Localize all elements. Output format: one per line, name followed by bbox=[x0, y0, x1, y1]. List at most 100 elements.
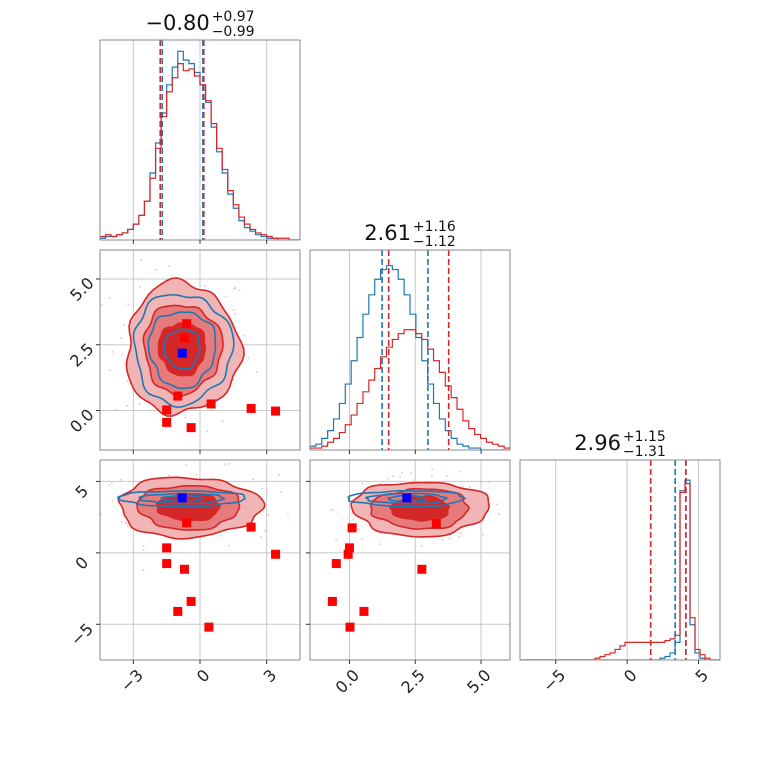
sample-dot bbox=[204, 285, 207, 287]
sample-dot bbox=[498, 513, 500, 516]
sample-dot bbox=[495, 503, 498, 506]
scatter-point bbox=[179, 564, 189, 574]
sample-dot bbox=[142, 549, 145, 551]
scatter-point bbox=[271, 549, 281, 559]
sample-dot bbox=[378, 543, 381, 545]
scatter-point bbox=[162, 559, 172, 569]
sample-dot bbox=[234, 287, 237, 290]
true-value-marker bbox=[402, 493, 412, 503]
scatter-point bbox=[162, 417, 172, 427]
sample-dot bbox=[121, 521, 123, 523]
sample-dot bbox=[403, 551, 405, 554]
x-tick-label: 0 bbox=[620, 666, 641, 687]
title-lower-error: −1.31 bbox=[623, 444, 666, 460]
title-upper-error: +1.16 bbox=[413, 219, 456, 235]
sample-dot bbox=[458, 535, 461, 538]
y-tick-label: 0.0 bbox=[66, 405, 97, 436]
contour-blue-level-0 bbox=[132, 293, 235, 409]
histogram-panel-0 bbox=[100, 40, 300, 240]
title-lower-error: −1.12 bbox=[413, 234, 456, 250]
sample-dot bbox=[335, 538, 338, 541]
sample-dot bbox=[108, 484, 111, 487]
sample-dot bbox=[168, 474, 170, 476]
sample-dot bbox=[60, 502, 62, 504]
sample-dot bbox=[482, 533, 485, 536]
sample-dot bbox=[185, 464, 188, 466]
sample-dot bbox=[121, 354, 123, 356]
sample-dot bbox=[206, 430, 209, 432]
y-tick-label: 5 bbox=[72, 481, 93, 502]
scatter-point bbox=[344, 543, 354, 553]
sample-dot bbox=[111, 482, 113, 485]
sample-dot bbox=[120, 479, 122, 481]
scatter-point bbox=[204, 622, 214, 632]
sample-dot bbox=[142, 569, 145, 572]
sample-dot bbox=[219, 534, 222, 537]
contour-blue-level-1 bbox=[138, 492, 226, 505]
sample-dot bbox=[280, 491, 282, 493]
panel-frame bbox=[309, 249, 511, 451]
sample-dot bbox=[223, 463, 226, 466]
x-tick-label: 0 bbox=[193, 666, 214, 687]
contour-panel-0 bbox=[100, 259, 281, 433]
sample-dot bbox=[310, 511, 312, 513]
sample-dot bbox=[126, 379, 129, 382]
histogram-blue-1 bbox=[310, 265, 510, 450]
sample-dot bbox=[184, 416, 187, 419]
scatter-point bbox=[345, 622, 355, 632]
sample-dot bbox=[330, 509, 333, 511]
x-tick-label: 5 bbox=[692, 666, 713, 687]
histogram-panel-2 bbox=[520, 460, 720, 660]
y-tick-label: −5 bbox=[67, 619, 97, 649]
sample-dot bbox=[35, 485, 37, 487]
sample-dot bbox=[124, 362, 126, 365]
sample-dot bbox=[266, 490, 268, 493]
scatter-point bbox=[246, 522, 256, 532]
histogram-red-1 bbox=[310, 329, 510, 450]
x-tick-label: 0.0 bbox=[332, 666, 363, 697]
sample-dot bbox=[414, 480, 417, 483]
panel-title-2: 2.96 +1.15−1.31 bbox=[574, 429, 666, 460]
sample-dot bbox=[332, 508, 335, 511]
contour-panel-2 bbox=[327, 453, 500, 632]
x-tick-label: 2.5 bbox=[397, 666, 428, 697]
histogram-red-0 bbox=[100, 63, 300, 240]
title-median: −0.80 bbox=[145, 11, 209, 35]
sample-dot bbox=[120, 337, 123, 340]
sample-dot bbox=[109, 369, 111, 372]
title-upper-error: +0.97 bbox=[212, 9, 255, 25]
sample-dot bbox=[247, 357, 250, 359]
contour-panel-1 bbox=[35, 462, 312, 632]
sample-dot bbox=[142, 545, 145, 548]
sample-dot bbox=[224, 295, 227, 298]
sample-dot bbox=[264, 529, 267, 532]
sample-dot bbox=[168, 265, 171, 267]
sample-dot bbox=[399, 475, 401, 478]
sample-dot bbox=[195, 474, 198, 476]
sample-dot bbox=[410, 472, 412, 474]
sample-dot bbox=[140, 259, 142, 261]
scatter-point bbox=[359, 606, 369, 616]
sample-dot bbox=[400, 472, 403, 474]
sample-dot bbox=[431, 474, 433, 477]
sample-dot bbox=[351, 512, 353, 515]
sample-dot bbox=[100, 304, 103, 306]
sample-dot bbox=[448, 537, 451, 540]
sample-dot bbox=[114, 408, 117, 411]
sample-dot bbox=[126, 404, 129, 407]
sample-dot bbox=[361, 538, 364, 540]
sample-dot bbox=[234, 312, 236, 315]
histogram-blue-2 bbox=[520, 479, 720, 660]
sample-dot bbox=[267, 513, 270, 516]
sample-dot bbox=[401, 453, 403, 455]
sample-dot bbox=[260, 536, 263, 538]
panel-frame bbox=[309, 459, 511, 661]
contour-blue-level-2 bbox=[160, 494, 204, 503]
sample-dot bbox=[111, 350, 114, 353]
histogram-red-2 bbox=[520, 483, 720, 660]
sample-dot bbox=[392, 475, 395, 477]
sample-dot bbox=[243, 334, 246, 337]
title-lower-error: −0.99 bbox=[212, 24, 255, 40]
panel-title-1: 2.61 +1.16−1.12 bbox=[364, 219, 456, 250]
